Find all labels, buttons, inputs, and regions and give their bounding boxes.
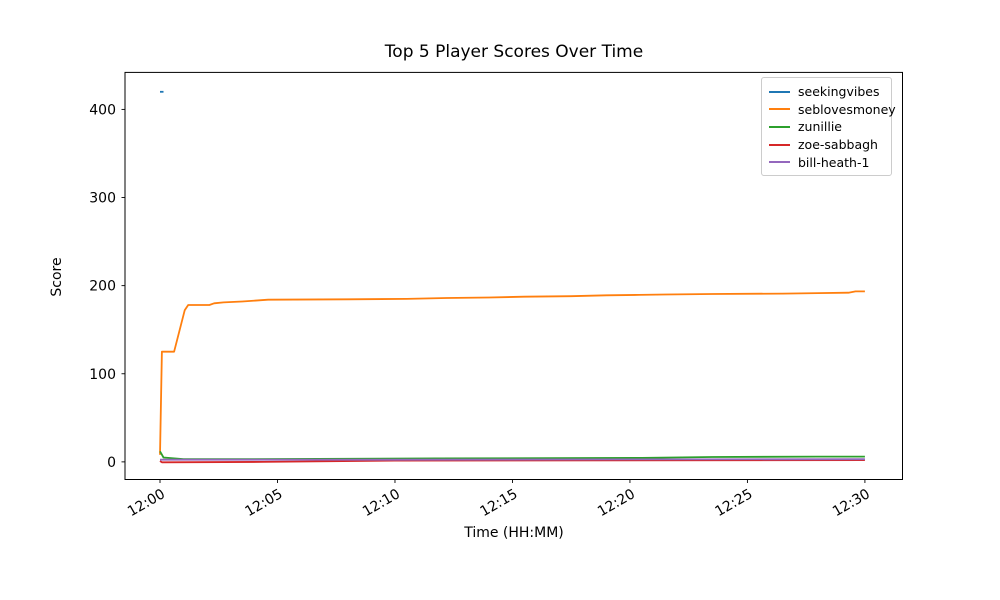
legend-item-zoe-sabbagh: zoe-sabbagh — [769, 136, 883, 154]
legend-item-zunillie: zunillie — [769, 118, 883, 136]
legend-item-bill-heath-1: bill-heath-1 — [769, 153, 883, 171]
legend-line-swatch — [769, 125, 790, 128]
legend: seekingvibes seblovesmoney zunillie zoe-sab… — [761, 77, 896, 176]
x-tick-label: 12:30 — [830, 486, 873, 520]
legend-line-swatch — [769, 108, 790, 111]
y-tick-label: 0 — [107, 455, 116, 471]
chart-title: Top 5 Player Scores Over Time — [384, 42, 644, 62]
x-axis-label: Time (HH:MM) — [464, 525, 564, 541]
x-tick-label: 12:10 — [360, 486, 403, 520]
legend-label: seekingvibes — [798, 84, 880, 100]
legend-item-seblovesmoney: seblovesmoney — [769, 101, 896, 119]
series-lines — [159, 90, 865, 464]
legend-item-seekingvibes: seekingvibes — [769, 83, 883, 101]
legend-label: zoe-sabbagh — [798, 137, 878, 153]
x-tick-label: 12:00 — [125, 486, 168, 520]
x-tick-label: 12:25 — [712, 486, 755, 520]
legend-line-swatch — [769, 90, 790, 93]
y-tick-label: 300 — [89, 191, 116, 207]
x-tick-label: 12:05 — [243, 486, 286, 520]
y-axis-label: Score — [49, 257, 65, 297]
legend-line-swatch — [769, 143, 790, 146]
y-tick-label: 100 — [89, 367, 116, 383]
x-tick-label: 12:15 — [478, 486, 521, 520]
y-tick-label: 200 — [89, 279, 116, 295]
legend-label: zunillie — [798, 119, 842, 135]
series-line-zunillie — [159, 450, 865, 461]
y-tick-label: 400 — [89, 102, 116, 118]
legend-label: bill-heath-1 — [798, 154, 870, 170]
series-line-seblovesmoney — [159, 290, 865, 455]
legend-line-swatch — [769, 161, 790, 164]
legend-label: seblovesmoney — [798, 101, 896, 117]
series-line-bill-heath-1 — [160, 458, 865, 461]
series-line-zoe-sabbagh — [159, 459, 865, 464]
x-tick-label: 12:20 — [595, 486, 638, 520]
plot-spines — [124, 71, 903, 481]
